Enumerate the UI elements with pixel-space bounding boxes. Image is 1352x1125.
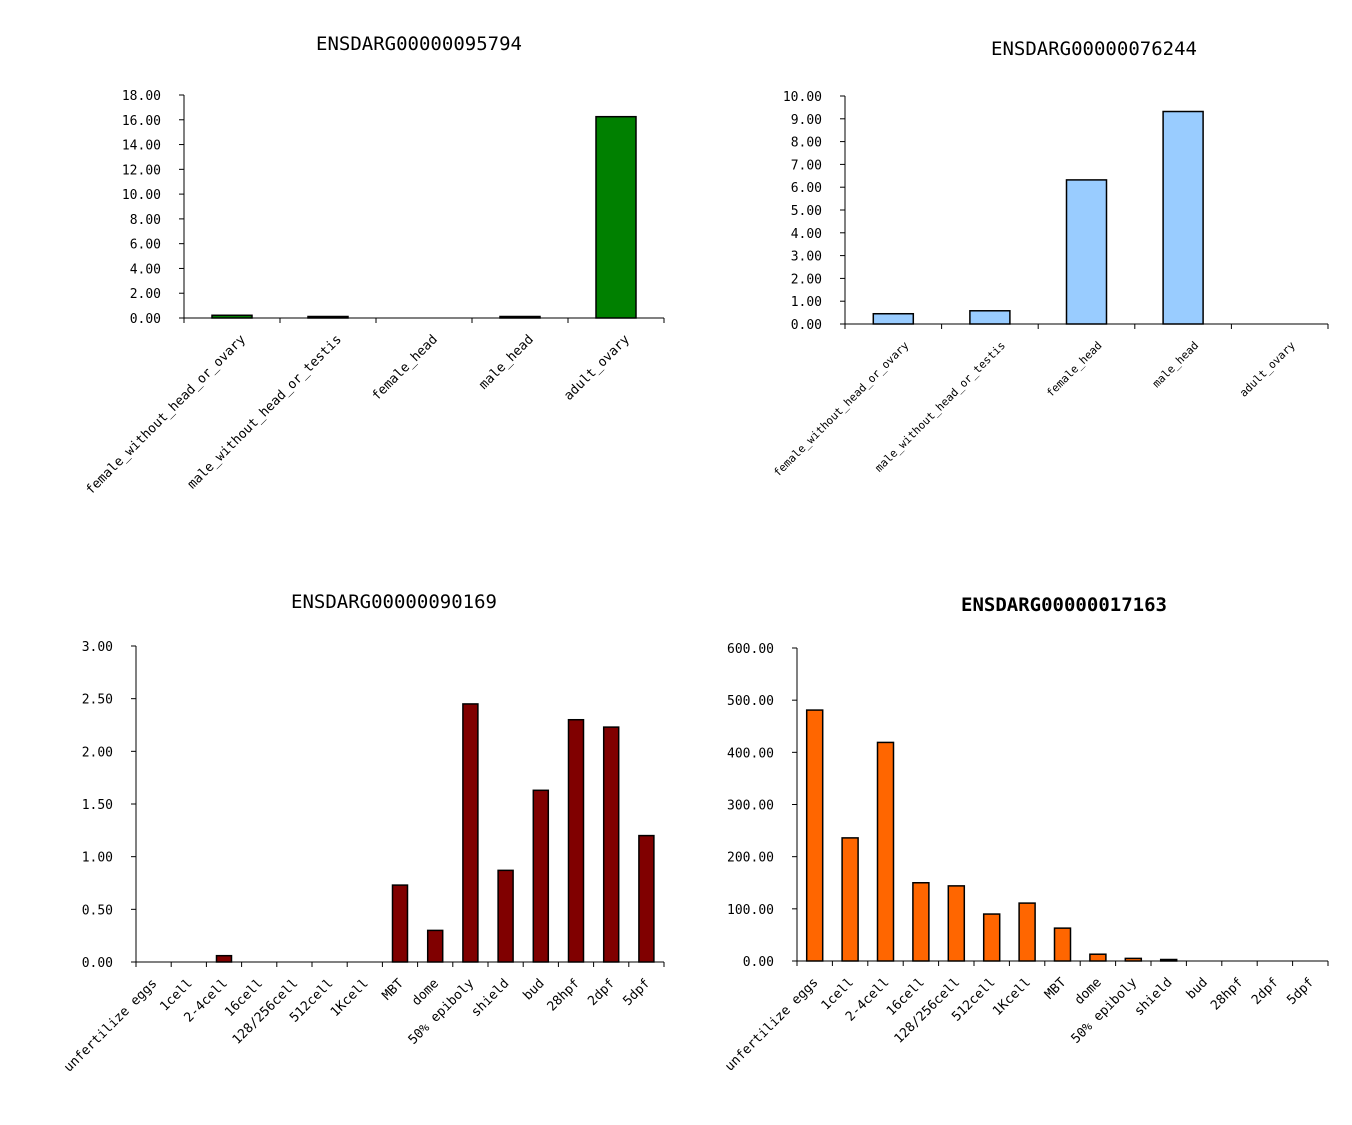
x-tick-label: dome [1072,975,1105,1008]
x-tick-label: shield [1132,975,1176,1019]
y-tick-label: 400.00 [727,746,774,761]
bar [969,310,1011,325]
bar [876,741,895,962]
y-tick-label: 6.00 [130,238,161,253]
y-tick-label: 500.00 [727,694,774,709]
y-tick-label: 16.00 [122,114,161,129]
y-tick-label: 9.00 [791,113,822,128]
y-tick-label: 200.00 [727,851,774,866]
x-tick-label: female_head [1044,339,1105,400]
x-tick-label: unfertilize eggs [61,976,160,1075]
x-tick-label: adult_ovary [1237,339,1298,400]
bar [1162,110,1204,325]
bar [602,726,620,963]
y-tick-label: 2.00 [791,272,822,287]
x-tick-label: 1Kcell [990,975,1034,1019]
bar [1053,927,1072,962]
bar [215,954,233,963]
y-tick-label: 0.00 [130,312,161,327]
x-tick-label: bud [520,976,547,1003]
x-tick-label: 28hpf [545,976,583,1014]
chart-ensdarg00000095794: ENSDARG00000095794 0.00 2.00 4.00 6.00 8.00 1… [83,33,665,498]
x-tick-label: 2dpf [585,976,618,1009]
bar [595,115,637,319]
y-tick-label: 1.00 [791,295,822,310]
y-tick-label: 3.00 [82,640,113,655]
x-tick-label: MBT [380,976,407,1003]
y-tick-label: 14.00 [122,139,161,154]
chart-title: ENSDARG00000095794 [316,33,522,55]
bar [947,885,966,962]
bar [426,929,444,963]
y-tick-label: 300.00 [727,799,774,814]
y-tick-label: 8.00 [791,136,822,151]
y-tick-label: 4.00 [130,262,161,277]
x-tick-label: male_head [1150,339,1201,390]
x-tick-label: female_without_head_or_ovary [83,332,249,498]
bar [391,884,409,963]
y-tick-label: 8.00 [130,213,161,228]
y-tick-label: 3.00 [791,250,822,265]
y-tick-label: 7.00 [791,158,822,173]
y-tick-label: 18.00 [122,89,161,104]
y-tick-label: 0.00 [791,318,822,333]
x-tick-label: unfertilize eggs [722,975,821,1074]
x-tick-label: dome [409,976,442,1009]
bar [1065,179,1108,325]
y-tick-label: 10.00 [122,188,161,203]
chart-title: ENSDARG00000017163 [961,594,1167,616]
chart-title: ENSDARG00000076244 [991,38,1197,60]
bar [1018,902,1036,962]
x-tick-label: 2dpf [1249,975,1282,1008]
bar [567,718,585,963]
bar [497,869,514,963]
y-tick-label: 1.00 [82,851,113,866]
bar [532,789,550,963]
y-tick-label: 600.00 [727,642,774,657]
bar [462,703,479,963]
bar [638,834,655,963]
y-tick-label: 100.00 [727,903,774,918]
y-tick-label: 1.50 [82,798,113,813]
x-tick-label: 5dpf [620,976,653,1009]
y-tick-label: 5.00 [791,204,822,219]
x-tick-label: female_head [369,332,440,403]
chart-ensdarg00000017163: ENSDARG00000017163 0.00 100.00 200.00 300.0… [722,594,1329,1074]
x-tick-label: adult_ovary [561,332,633,404]
bar [805,709,824,962]
bar [982,913,1001,962]
y-tick-label: 6.00 [791,181,822,196]
chart-title: ENSDARG00000090169 [291,591,497,613]
y-tick-label: 0.00 [743,955,774,970]
chart-ensdarg00000090169: ENSDARG00000090169 0.00 0.50 1.00 1.50 2.00 2… [61,591,665,1075]
x-tick-label: 1Kcell [328,976,372,1020]
y-tick-label: 4.00 [791,227,822,242]
bar [912,882,930,962]
x-tick-label: bud [1184,975,1211,1002]
y-tick-label: 0.50 [82,903,113,918]
x-tick-label: shield [469,976,513,1020]
y-tick-label: 2.00 [130,287,161,302]
y-tick-label: 2.50 [82,693,113,708]
y-tick-label: 12.00 [122,163,161,178]
y-tick-label: 2.00 [82,745,113,760]
y-tick-label: 10.00 [783,90,822,105]
bar [841,837,859,962]
x-tick-label: 5dpf [1284,975,1317,1008]
y-tick-label: 0.00 [82,956,113,971]
bar [872,312,915,325]
x-tick-label: 28hpf [1208,975,1246,1013]
chart-ensdarg00000076244: ENSDARG00000076244 0.00 1.00 2.00 3.00 4.00 5… [771,38,1329,479]
bar [1089,953,1107,962]
x-tick-label: male_head [476,332,536,392]
x-tick-label: male_without_head_or_testis [185,332,345,492]
x-tick-label: MBT [1042,975,1069,1002]
